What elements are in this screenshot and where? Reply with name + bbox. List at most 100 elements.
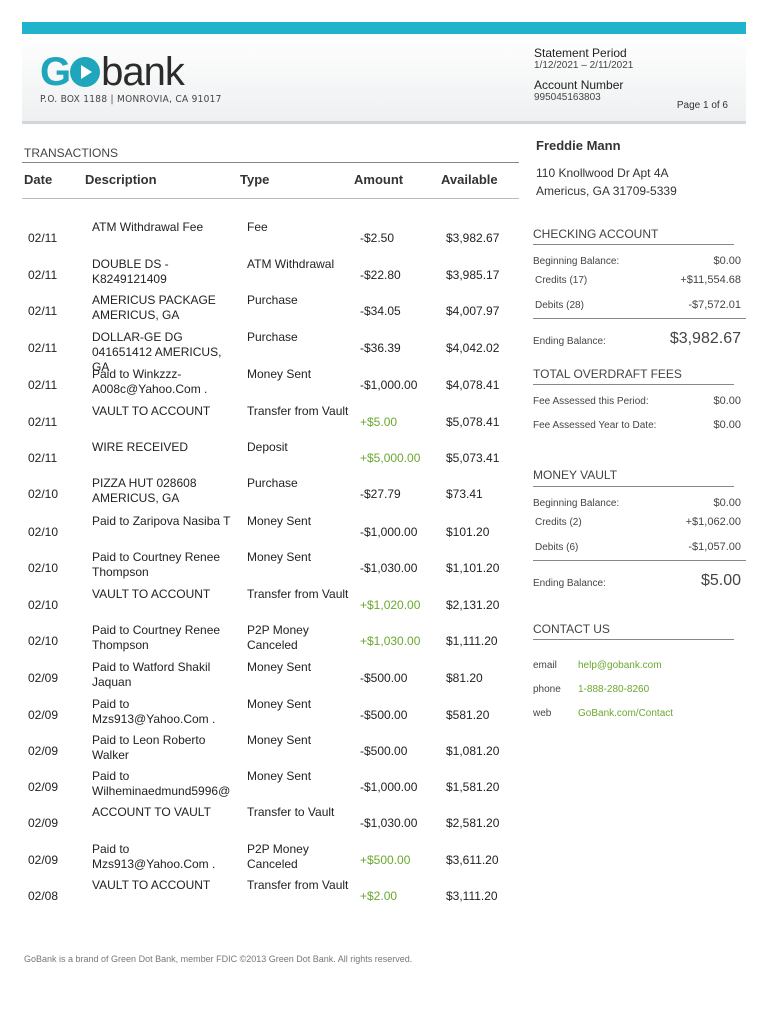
divider <box>533 560 746 561</box>
row-date: 02/11 <box>28 304 58 318</box>
divider <box>22 162 519 163</box>
row-available: $73.41 <box>446 487 483 501</box>
row-description: VAULT TO ACCOUNT <box>92 404 211 418</box>
row-amount: -$2.50 <box>360 231 395 245</box>
row-available: $1,081.20 <box>446 744 500 758</box>
row-description: Paid to Winkzzz-A008c@Yahoo.Com . <box>92 367 208 396</box>
column-header-amount: Amount <box>354 172 404 187</box>
row-amount: +$5.00 <box>360 415 398 429</box>
label: Debits (28) <box>535 300 584 311</box>
row-type: Purchase <box>247 293 298 307</box>
row-available: $3,985.17 <box>446 268 500 282</box>
label: Beginning Balance: <box>533 498 620 509</box>
row-amount: -$500.00 <box>360 671 408 685</box>
label: Beginning Balance: <box>533 256 620 267</box>
brand-top-bar <box>22 22 746 34</box>
account-number: 995045163803 <box>534 92 601 103</box>
contact-us-title: CONTACT US <box>533 622 610 636</box>
row-description: Paid to Mzs913@Yahoo.Com . <box>92 697 216 726</box>
page-indicator: Page 1 of 6 <box>676 100 728 111</box>
row-available: $581.20 <box>446 708 490 722</box>
web-link[interactable]: GoBank.com/Contact <box>578 708 674 719</box>
row-amount: -$22.80 <box>360 268 401 282</box>
checking-beginning-balance: Beginning Balance: $0.00 <box>533 255 741 267</box>
logo-bank-text: bank <box>101 50 185 94</box>
value: $3,982.67 <box>669 330 741 347</box>
row-type: Money Sent <box>247 697 312 711</box>
row-date: 02/09 <box>28 671 59 685</box>
email-link[interactable]: help@gobank.com <box>578 660 662 671</box>
row-date: 02/09 <box>28 816 59 830</box>
checking-ending-balance: Ending Balance: $3,982.67 <box>533 330 741 347</box>
address-line-1: 110 Knollwood Dr Apt 4A <box>536 166 669 180</box>
row-available: $4,042.02 <box>446 341 500 355</box>
row-amount: -$36.39 <box>360 341 401 355</box>
row-amount: -$500.00 <box>360 708 408 722</box>
row-date: 02/10 <box>28 525 59 539</box>
row-date: 02/11 <box>28 378 58 392</box>
row-description: PIZZA HUT 028608 AMERICUS, GA <box>92 476 197 505</box>
statement-period-label: Statement Period <box>534 46 627 60</box>
contact-email: email help@gobank.com <box>533 660 662 671</box>
divider <box>533 639 734 640</box>
value: $0.00 <box>713 255 741 267</box>
row-description: Paid to Wilheminaedmund5996@ <box>92 769 231 798</box>
row-amount: -$1,030.00 <box>360 816 418 830</box>
row-type: Transfer from Vault <box>247 404 349 418</box>
column-header-available: Available <box>441 172 498 187</box>
statement-info: Statement Period 1/12/2021 – 2/11/2021 A… <box>534 46 734 110</box>
row-type: ATM Withdrawal <box>247 257 335 271</box>
statement-header: G bank P.O. BOX 1188 | MONROVIA, CA 9101… <box>22 34 746 124</box>
row-description: WIRE RECEIVED <box>92 440 189 454</box>
row-description: ATM Withdrawal Fee <box>92 220 204 234</box>
row-date: 02/10 <box>28 598 59 612</box>
row-type: Purchase <box>247 330 298 344</box>
fee-this-period: Fee Assessed this Period: $0.00 <box>533 395 741 407</box>
money-vault-title: MONEY VAULT <box>533 468 618 482</box>
row-type: Money Sent <box>247 660 312 674</box>
row-available: $4,078.41 <box>446 378 500 392</box>
phone-link[interactable]: 1-888-280-8260 <box>578 684 650 695</box>
row-date: 02/09 <box>28 853 59 867</box>
row-available: $4,007.97 <box>446 304 500 318</box>
row-type: Money Sent <box>247 733 312 747</box>
account-number-label: Account Number <box>534 78 624 92</box>
row-available: $81.20 <box>446 671 483 685</box>
row-date: 02/11 <box>28 341 58 355</box>
row-description: Paid to Leon Roberto Walker <box>92 733 206 762</box>
row-description: Paid to Watford Shakil Jaquan <box>92 660 211 689</box>
checking-account-title: CHECKING ACCOUNT <box>533 227 659 241</box>
value: $0.00 <box>713 395 741 407</box>
row-description: DOLLAR-GE DG 041651412 AMERICUS, GA <box>92 330 222 374</box>
row-amount: +$5,000.00 <box>360 451 421 465</box>
row-description: Paid to Zaripova Nasiba T <box>92 514 231 528</box>
row-type: Transfer from Vault <box>247 878 349 892</box>
row-available: $1,581.20 <box>446 780 500 794</box>
overdraft-fees-title: TOTAL OVERDRAFT FEES <box>533 367 682 381</box>
transactions-header-row: Date Description Type Amount Available <box>24 172 519 196</box>
label: web <box>533 708 552 719</box>
label: Fee Assessed this Period: <box>533 396 649 407</box>
row-description: DOUBLE DS - K8249121409 <box>92 257 169 286</box>
play-icon <box>70 57 101 87</box>
row-date: 02/10 <box>28 634 59 648</box>
row-available: $2,131.20 <box>446 598 500 612</box>
label: Debits (6) <box>535 542 579 553</box>
customer-address: 110 Knollwood Dr Apt 4A Americus, GA 317… <box>536 164 677 200</box>
vault-debits: Debits (6) -$1,057.00 <box>535 541 741 553</box>
row-amount: -$1,030.00 <box>360 561 418 575</box>
row-type: P2P Money Canceled <box>247 842 309 871</box>
column-header-description: Description <box>85 172 157 187</box>
row-available: $101.20 <box>446 525 490 539</box>
row-type: Purchase <box>247 476 298 490</box>
row-date: 02/09 <box>28 708 59 722</box>
address-line-2: Americus, GA 31709-5339 <box>536 184 677 198</box>
row-date: 02/10 <box>28 487 59 501</box>
row-available: $3,111.20 <box>446 889 498 903</box>
row-type: Money Sent <box>247 514 312 528</box>
label: email <box>533 660 557 671</box>
divider <box>533 244 734 245</box>
row-description: Paid to Courtney Renee Thompson <box>92 550 221 579</box>
label: phone <box>533 684 561 695</box>
row-amount: -$1,000.00 <box>360 780 418 794</box>
